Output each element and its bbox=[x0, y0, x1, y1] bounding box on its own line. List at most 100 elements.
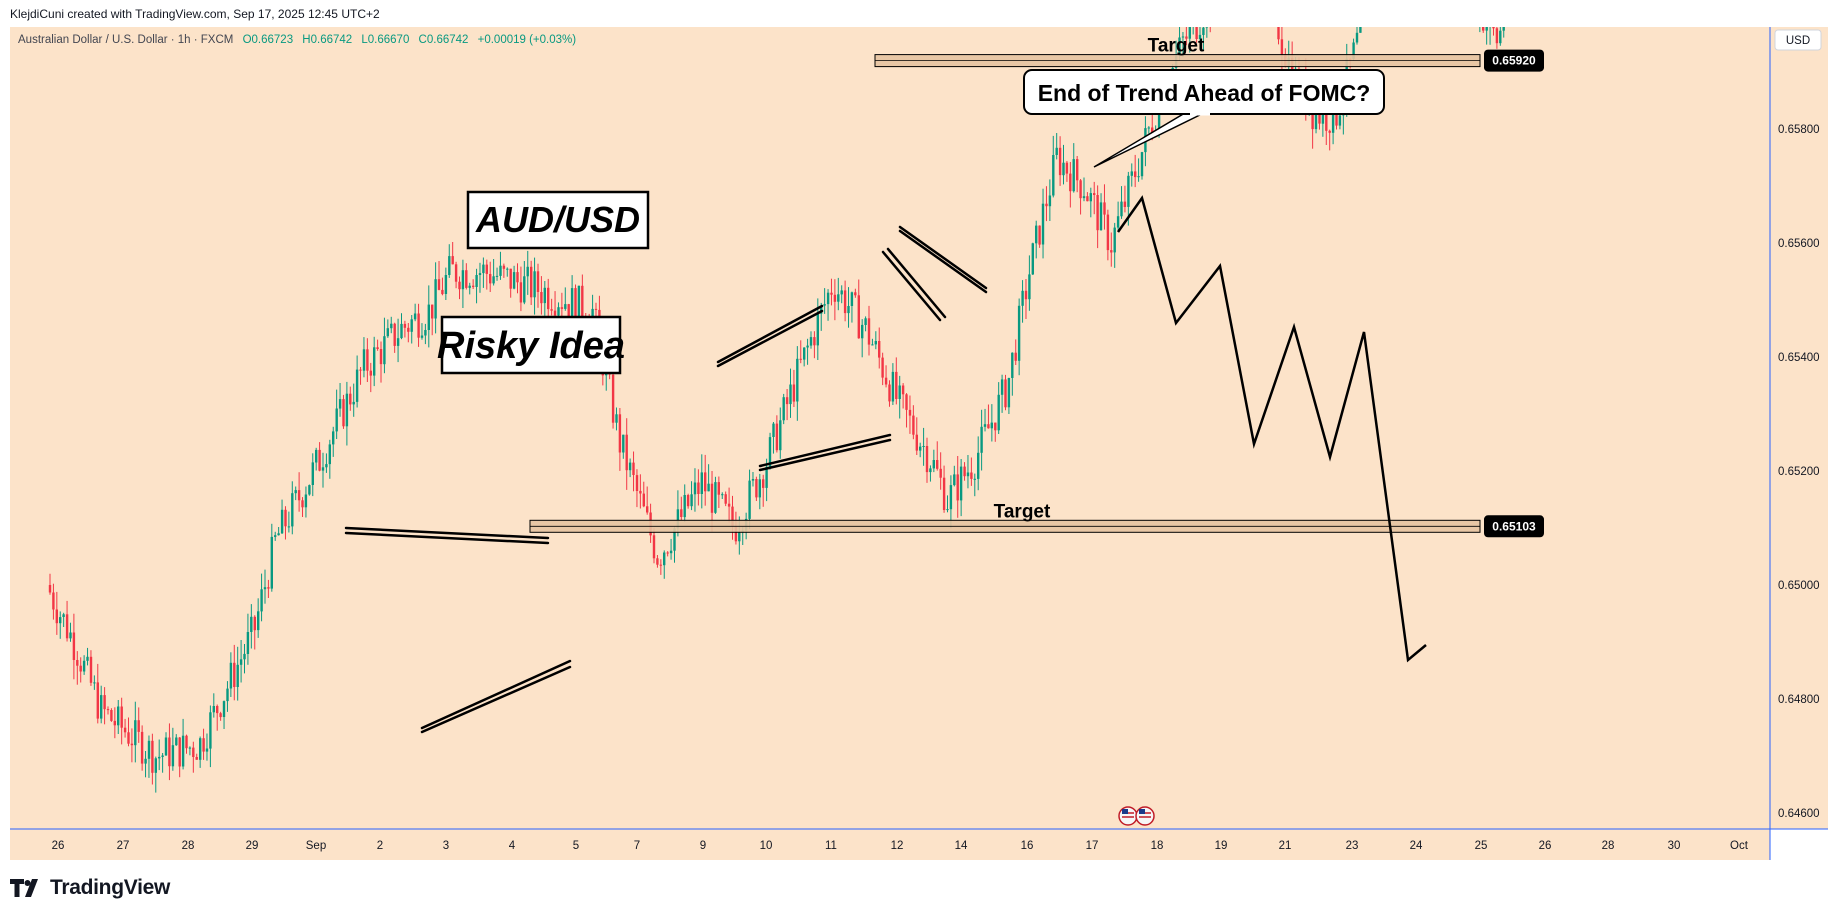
price-tick-label: 0.65400 bbox=[1778, 352, 1820, 364]
time-tick-label: 26 bbox=[1539, 840, 1552, 852]
candle-body bbox=[530, 266, 533, 298]
time-tick-label: 10 bbox=[760, 840, 773, 852]
candle-body bbox=[577, 285, 581, 324]
candle-body bbox=[499, 265, 502, 276]
legend-change: +0.00019 (+0.03%) bbox=[478, 34, 577, 46]
triangle-upper-line[interactable] bbox=[344, 531, 550, 545]
candle-body bbox=[332, 431, 335, 445]
candle-body bbox=[154, 758, 157, 773]
economic-event-flags[interactable] bbox=[1118, 806, 1155, 826]
candle-body bbox=[1321, 108, 1325, 124]
level-price-text: 0.65103 bbox=[1492, 519, 1536, 533]
candle-body bbox=[854, 292, 857, 296]
idea-label: Risky Idea bbox=[437, 325, 625, 367]
legend-high: H0.66742 bbox=[302, 34, 352, 46]
candle-body bbox=[202, 738, 205, 752]
wedge-lower-line[interactable] bbox=[758, 433, 892, 468]
candle-body bbox=[1089, 193, 1092, 202]
candles-layer bbox=[48, 27, 1505, 793]
triangle-upper-line[interactable] bbox=[344, 526, 550, 540]
level-price-tag[interactable] bbox=[1484, 49, 1544, 72]
wedge-upper-line[interactable] bbox=[716, 309, 824, 368]
candle-body bbox=[837, 294, 840, 302]
wedge-lower-line[interactable] bbox=[758, 438, 892, 472]
candle-body bbox=[953, 474, 956, 486]
price-chart[interactable]: TargetTargetTarget 0.646000.648000.65000… bbox=[10, 27, 1828, 860]
candle-body bbox=[315, 449, 318, 463]
candle-body bbox=[949, 485, 953, 510]
candle-body bbox=[62, 614, 65, 617]
candle-body bbox=[714, 482, 717, 513]
triangle-lower-line[interactable] bbox=[420, 659, 572, 730]
candle-body bbox=[297, 490, 301, 501]
candle-body bbox=[216, 706, 219, 714]
candle-body bbox=[82, 660, 86, 672]
time-scale-background[interactable] bbox=[10, 829, 1770, 860]
candle-body bbox=[557, 307, 560, 316]
candle-body bbox=[134, 720, 137, 746]
candle-body bbox=[1328, 130, 1331, 133]
candle-body bbox=[222, 701, 226, 717]
pair-label-box[interactable] bbox=[466, 190, 650, 250]
candle-body bbox=[267, 587, 270, 589]
candle-body bbox=[359, 369, 362, 371]
candle-body bbox=[424, 330, 427, 336]
wedge-upper-line[interactable] bbox=[716, 304, 824, 364]
time-axis: 26 27 28 29 Sep 2 3 4 5 7 9 10 11 12 14 16 17 18 19 21 23 24 2… bbox=[52, 840, 1749, 852]
time-tick-label: 3 bbox=[443, 840, 449, 852]
flag-upper-line[interactable] bbox=[898, 229, 988, 294]
candle-body bbox=[301, 500, 304, 508]
candle-body bbox=[942, 477, 946, 510]
candle-body bbox=[1041, 203, 1045, 245]
candle-body bbox=[1106, 214, 1110, 251]
level-price-tag[interactable] bbox=[1484, 515, 1544, 538]
flag-upper-line[interactable] bbox=[898, 225, 988, 290]
tradingview-logo[interactable]: TradingView bbox=[10, 874, 170, 902]
candle-body bbox=[250, 616, 253, 632]
candle-body bbox=[796, 358, 799, 402]
candle-body bbox=[1482, 27, 1485, 31]
candle-body bbox=[1113, 227, 1116, 253]
flag-lower-line[interactable] bbox=[881, 250, 942, 322]
price-tick-label: 0.64600 bbox=[1778, 808, 1820, 820]
candle-body bbox=[622, 434, 625, 453]
candle-body bbox=[151, 740, 154, 773]
triangle-lower-line[interactable] bbox=[420, 665, 572, 734]
candle-body bbox=[977, 452, 980, 479]
candle-body bbox=[1485, 27, 1488, 31]
flag-lower-line[interactable] bbox=[886, 247, 947, 319]
candle-body bbox=[246, 632, 250, 654]
candle-body bbox=[55, 609, 58, 624]
legend-close: C0.66742 bbox=[419, 34, 469, 46]
candle-body bbox=[1045, 203, 1048, 207]
candle-body bbox=[1151, 127, 1154, 135]
candle-body bbox=[1492, 27, 1495, 29]
candle-body bbox=[482, 264, 485, 274]
currency-button[interactable] bbox=[1774, 29, 1822, 51]
candle-body bbox=[383, 336, 386, 365]
candle-body bbox=[130, 743, 134, 746]
candle-body bbox=[274, 535, 277, 537]
projected-price-path[interactable] bbox=[1116, 195, 1427, 663]
candle-body bbox=[1007, 378, 1011, 408]
candle-body bbox=[284, 509, 287, 527]
chart-area[interactable]: TargetTargetTarget 0.646000.648000.65000… bbox=[10, 27, 1828, 860]
candle-body bbox=[888, 384, 891, 402]
currency-label: USD bbox=[1786, 35, 1810, 47]
candle-body bbox=[192, 747, 195, 757]
time-tick-label: 29 bbox=[246, 840, 259, 852]
candle-body bbox=[393, 323, 396, 346]
candle-body bbox=[89, 656, 93, 683]
candle-body bbox=[1072, 159, 1075, 192]
candle-body bbox=[1103, 202, 1106, 215]
candle-body bbox=[560, 307, 564, 309]
candle-body bbox=[1355, 32, 1359, 43]
idea-label-box[interactable] bbox=[440, 315, 622, 375]
price-scale-background[interactable] bbox=[1770, 27, 1828, 829]
price-tick-label: 0.65800 bbox=[1778, 124, 1820, 136]
candle-body bbox=[1065, 162, 1069, 174]
candle-body bbox=[349, 393, 352, 405]
candle-body bbox=[475, 275, 478, 287]
candle-body bbox=[727, 503, 731, 507]
candle-body bbox=[1499, 30, 1502, 44]
